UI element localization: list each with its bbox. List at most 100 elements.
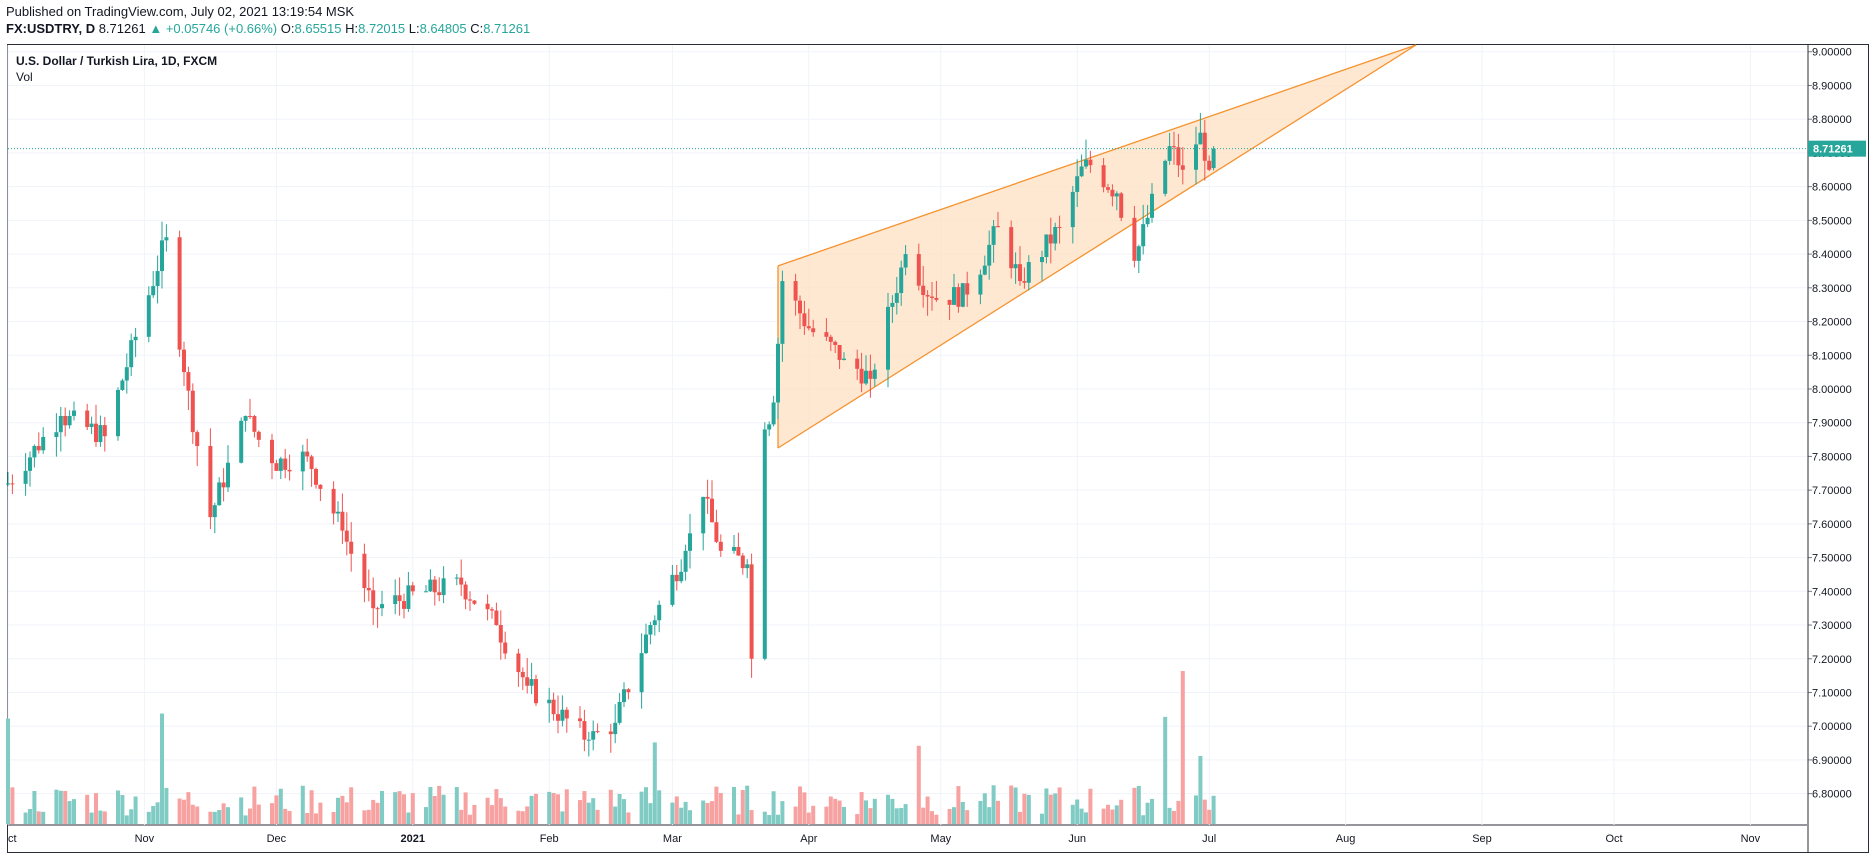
candle-body xyxy=(177,237,182,350)
volume-bar xyxy=(1053,793,1058,824)
candle-body xyxy=(749,564,754,659)
y-tick-label: 8.10000 xyxy=(1812,350,1852,362)
candle-body xyxy=(195,432,200,447)
candle-body xyxy=(331,488,336,514)
volume-bar xyxy=(498,798,503,824)
y-tick-label: 8.80000 xyxy=(1812,114,1852,126)
candle-body xyxy=(859,368,864,384)
wedge-upper-line xyxy=(777,44,1417,267)
candle-body xyxy=(472,600,477,604)
volume-bar xyxy=(551,792,556,824)
header-bar: Published on TradingView.com, July 02, 2… xyxy=(0,0,1876,44)
x-tick-label: 2021 xyxy=(401,833,425,845)
volume-bar xyxy=(1048,794,1053,824)
volume-bar xyxy=(72,799,76,824)
candle-body xyxy=(1150,193,1154,218)
volume-bar xyxy=(41,811,46,824)
candle-body xyxy=(278,458,283,471)
candle-body xyxy=(410,585,415,592)
candle-body xyxy=(1180,165,1185,170)
candle-body xyxy=(701,496,706,534)
volume-bar xyxy=(380,790,384,824)
candle-body xyxy=(1167,146,1172,161)
candle-body xyxy=(525,677,530,686)
candle-body xyxy=(1202,132,1207,161)
candle-body xyxy=(120,380,125,390)
volume-bar xyxy=(525,806,530,824)
volume-bar xyxy=(886,794,890,824)
volume-bar xyxy=(529,795,534,824)
candle-body xyxy=(899,267,904,294)
candle-body xyxy=(864,370,868,384)
candle-body xyxy=(556,714,560,721)
candle-body xyxy=(490,609,494,611)
candle-body xyxy=(652,620,657,626)
volume-bar xyxy=(996,800,1000,824)
candle-body xyxy=(362,553,367,589)
candle-body xyxy=(239,420,244,463)
candle-body xyxy=(811,328,816,333)
candle-body xyxy=(947,299,952,305)
volume-bar xyxy=(547,791,552,824)
volume-bar xyxy=(6,718,10,824)
x-tick-label: ct xyxy=(8,833,17,845)
candle-body xyxy=(516,653,521,673)
volume-bar xyxy=(124,815,129,824)
candle-body xyxy=(314,469,318,485)
candle-body xyxy=(468,599,472,601)
x-tick-label: Sep xyxy=(1472,833,1492,845)
high-value: 8.72015 xyxy=(358,21,406,36)
candle-body xyxy=(1176,147,1181,166)
volume-bar xyxy=(842,806,846,824)
volume-bar xyxy=(287,811,292,824)
volume-bar xyxy=(956,786,961,824)
candle-body xyxy=(1119,193,1124,218)
candle-body xyxy=(551,699,556,715)
volume-bar xyxy=(344,802,349,824)
volume-bar xyxy=(648,803,653,824)
volume-bar xyxy=(58,790,63,824)
volume-bar xyxy=(133,796,138,824)
volume-bar xyxy=(1070,804,1075,824)
candle-body xyxy=(714,522,719,542)
candle-body xyxy=(498,625,503,643)
candle-body xyxy=(164,237,169,241)
volume-bar xyxy=(1101,808,1106,824)
ohlc-line: FX:USDTRY, D 8.71261 ▲ +0.05746 (+0.66%)… xyxy=(6,21,530,36)
candle-body xyxy=(98,425,103,443)
candle-body xyxy=(644,634,648,654)
volume-bar xyxy=(28,809,32,824)
volume-bar xyxy=(978,800,983,824)
candle-body xyxy=(28,457,32,471)
candle-body xyxy=(1136,246,1141,261)
candle-body xyxy=(798,300,802,314)
candle-body xyxy=(371,590,376,609)
volume-bar xyxy=(740,790,745,824)
candle-body xyxy=(890,302,895,307)
candle-body xyxy=(978,274,983,295)
candle-body xyxy=(252,416,257,432)
volume-bar xyxy=(780,801,785,824)
volume-bar xyxy=(375,802,380,824)
candle-body xyxy=(1026,262,1031,283)
volume-bar xyxy=(578,800,582,824)
volume-bar xyxy=(828,796,833,824)
candle-body xyxy=(349,541,354,554)
volume-bar xyxy=(732,786,736,824)
y-tick-label: 6.90000 xyxy=(1812,755,1852,767)
candle-body xyxy=(688,533,692,551)
volume-bar xyxy=(560,811,565,824)
candle-body xyxy=(793,281,798,301)
candle-body xyxy=(780,281,785,344)
y-tick-label: 7.40000 xyxy=(1812,586,1852,598)
candle-body xyxy=(190,390,195,433)
candle-body xyxy=(806,326,811,329)
volume-bar xyxy=(151,805,156,824)
candle-body xyxy=(221,482,226,488)
close-label: C: xyxy=(470,21,484,36)
volume-bar xyxy=(371,799,376,824)
volume-bar xyxy=(1119,799,1124,824)
volume-bar xyxy=(270,803,274,824)
candle-body xyxy=(679,571,684,582)
